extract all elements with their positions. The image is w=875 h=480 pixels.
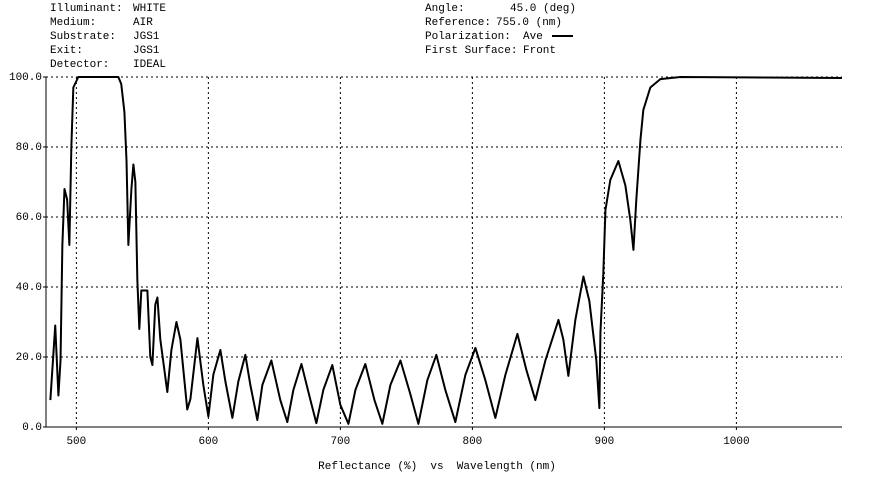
y-tick-label: 0.0 xyxy=(22,422,42,434)
x-axis-label: Reflectance (%) vs Wavelength (nm) xyxy=(318,461,556,473)
info-value: IDEAL xyxy=(133,59,166,71)
x-tick-label: 1000 xyxy=(723,436,749,448)
y-tick-label: 40.0 xyxy=(16,282,42,294)
info-label: Reference: xyxy=(425,17,491,29)
line-series xyxy=(49,76,843,425)
x-tick-label: 600 xyxy=(198,436,218,448)
x-tick-label: 800 xyxy=(462,436,482,448)
info-value: AIR xyxy=(133,17,153,29)
info-value: JGS1 xyxy=(133,45,160,57)
info-label: Detector: xyxy=(50,59,109,71)
x-tick-label: 700 xyxy=(330,436,350,448)
info-label: First Surface: xyxy=(425,45,517,57)
y-tick-label: 60.0 xyxy=(16,212,42,224)
info-label: Angle: xyxy=(425,3,465,15)
y-tick-label: 80.0 xyxy=(16,142,42,154)
x-tick-label: 900 xyxy=(594,436,614,448)
legend-label: Ave xyxy=(523,31,543,43)
y-tick-label: 100.0 xyxy=(9,72,42,84)
info-value: 45.0 (deg) xyxy=(510,3,576,15)
info-label: Polarization: xyxy=(425,31,511,43)
info-label: Illuminant: xyxy=(50,3,123,15)
y-tick-label: 20.0 xyxy=(16,352,42,364)
info-value: WHITE xyxy=(133,3,166,15)
info-label: Medium: xyxy=(50,17,96,29)
info-value: Front xyxy=(523,45,556,57)
info-label: Substrate: xyxy=(50,31,116,43)
info-label: Exit: xyxy=(50,45,83,57)
info-value: JGS1 xyxy=(133,31,160,43)
x-tick-label: 500 xyxy=(66,436,86,448)
info-value: 755.0 (nm) xyxy=(496,17,562,29)
